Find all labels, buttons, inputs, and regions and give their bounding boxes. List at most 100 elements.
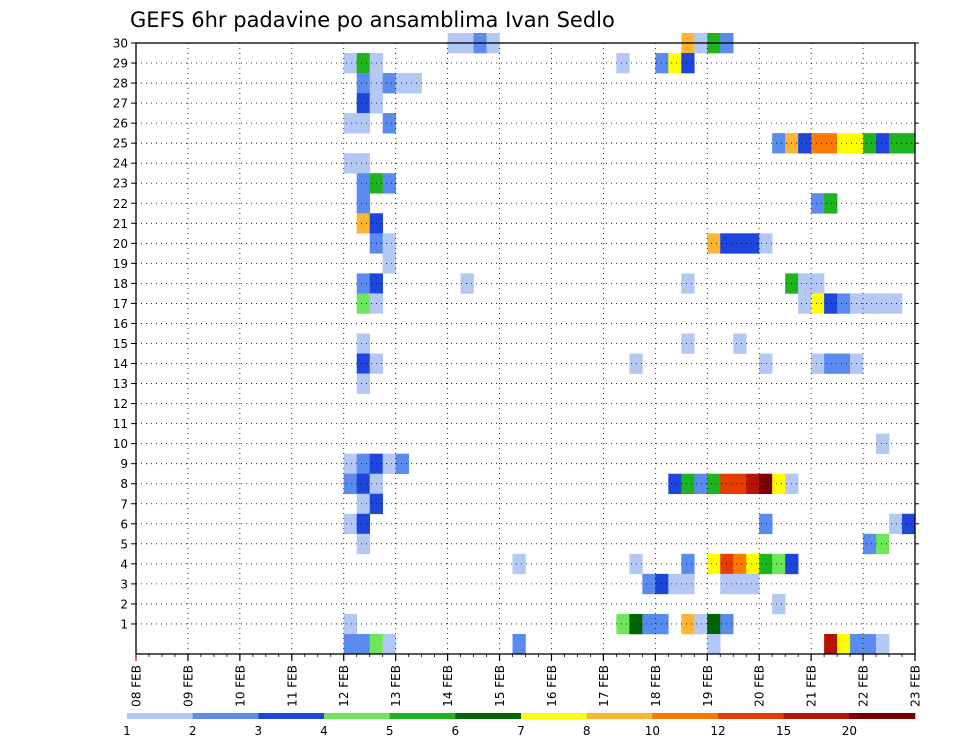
colorbar-swatch-4	[324, 713, 390, 719]
cell-m20-s19	[382, 233, 396, 254]
cell-m14-s54	[837, 353, 851, 374]
cell-m1-s39	[642, 613, 656, 635]
cell-m18-s51	[798, 273, 812, 294]
y-tick-label-16: 16	[113, 317, 128, 331]
x-tick-label-12: 20 FEB	[753, 665, 767, 707]
cell-m17-s57	[876, 293, 890, 314]
cell-m0-s16	[343, 633, 358, 655]
cell-m17-s53	[824, 293, 838, 314]
cell-m29-s42	[681, 53, 695, 74]
y-tick-label-19: 19	[113, 257, 128, 271]
x-tick-label-6: 14 FEB	[441, 665, 455, 707]
cell-m25-s56	[863, 133, 877, 154]
cell-m0-s56	[863, 633, 877, 655]
cell-m26-s16	[343, 113, 358, 134]
y-tick-label-24: 24	[113, 157, 128, 171]
y-tick-label-21: 21	[113, 217, 128, 231]
cell-m17-s56	[863, 293, 877, 314]
y-tick-label-28: 28	[113, 77, 128, 91]
cell-m20-s46	[733, 233, 747, 254]
colorbar-label-3: 3	[255, 724, 263, 738]
y-tick-label-26: 26	[113, 117, 128, 131]
y-tick-label-14: 14	[113, 357, 128, 371]
x-tick-label-10: 18 FEB	[649, 665, 663, 707]
y-tick-label-18: 18	[113, 277, 128, 291]
cell-m3-s47	[746, 573, 760, 595]
y-tick-label-22: 22	[113, 197, 128, 211]
cell-m17-s17	[356, 293, 370, 314]
cell-m6-s16	[343, 513, 358, 535]
colorbar-swatch-9	[652, 713, 719, 719]
cell-m6-s17	[356, 513, 370, 535]
cell-m18-s25	[460, 273, 474, 294]
cell-m24-s17	[356, 153, 370, 174]
cell-m29-s37	[616, 53, 630, 74]
cell-m8-s47	[746, 473, 760, 495]
cell-m25-s49	[772, 133, 786, 154]
x-tick-label-3: 11 FEB	[285, 665, 299, 707]
cell-m14-s53	[824, 353, 838, 374]
y-tick-label-13: 13	[113, 377, 128, 391]
cell-m4-s49	[772, 553, 786, 575]
x-tick-label-8: 16 FEB	[545, 665, 559, 707]
x-tick-label-14: 22 FEB	[857, 665, 871, 707]
y-tick-label-1: 1	[120, 617, 128, 631]
cell-m25-s51	[798, 133, 812, 154]
cell-m29-s41	[668, 53, 682, 74]
colorbar-label-6: 6	[452, 724, 460, 738]
cell-m17-s51	[798, 293, 812, 314]
cell-m1-s43	[694, 613, 708, 635]
colorbar-label-4: 4	[320, 724, 328, 738]
heatmap-cells	[343, 32, 916, 655]
cell-m4-s29	[512, 553, 526, 575]
cell-m8-s41	[668, 473, 682, 495]
cell-m1-s44	[707, 613, 721, 635]
x-tick-label-5: 13 FEB	[389, 665, 403, 707]
cell-m25-s58	[889, 133, 903, 154]
cell-m6-s59	[902, 513, 916, 535]
cell-m4-s42	[681, 553, 695, 575]
cell-m9-s19	[382, 453, 396, 475]
cell-m23-s17	[356, 173, 370, 194]
cell-m20-s44	[707, 233, 721, 254]
y-tick-label-2: 2	[120, 597, 128, 611]
cell-m3-s39	[642, 573, 656, 595]
cell-m13-s17	[356, 373, 370, 394]
y-tick-label-10: 10	[113, 437, 128, 451]
colorbar-label-15: 15	[776, 724, 791, 738]
cell-m8-s46	[733, 473, 747, 495]
x-tick-label-11: 19 FEB	[701, 665, 715, 707]
x-tick-label-13: 21 FEB	[805, 665, 819, 707]
colorbar-label-12: 12	[710, 724, 725, 738]
y-tick-label-4: 4	[120, 557, 128, 571]
cell-m26-s17	[356, 113, 370, 134]
x-tick-label-0: 08 FEB	[130, 665, 144, 707]
y-tick-label-7: 7	[120, 497, 128, 511]
x-tick-label-2: 10 FEB	[233, 665, 247, 707]
cell-m26-s19	[382, 113, 396, 134]
colorbar-label-5: 5	[386, 724, 394, 738]
cell-m25-s53	[824, 133, 838, 154]
x-tick-label-9: 17 FEB	[597, 665, 611, 707]
colorbar-swatch-8	[586, 713, 653, 719]
cell-m3-s41	[668, 573, 682, 595]
colorbar-swatch-2	[192, 713, 259, 719]
cell-m17-s58	[889, 293, 903, 314]
x-tick-label-1: 09 FEB	[181, 665, 195, 707]
cell-m0-s57	[876, 633, 890, 655]
cell-m10-s57	[876, 433, 890, 454]
y-tick-label-11: 11	[113, 417, 128, 431]
x-tick-label-7: 15 FEB	[493, 665, 507, 707]
cell-m22-s53	[824, 193, 838, 214]
cell-m0-s18	[369, 633, 383, 655]
colorbar-swatch-1	[127, 713, 193, 719]
cell-m3-s42	[681, 573, 695, 595]
cell-m3-s46	[733, 573, 747, 595]
y-tick-label-5: 5	[120, 537, 128, 551]
x-tick-label-4: 12 FEB	[337, 665, 351, 707]
y-tick-label-12: 12	[113, 397, 128, 411]
cell-m6-s48	[759, 513, 773, 535]
cell-m1-s42	[681, 613, 695, 635]
cell-m8-s43	[694, 473, 708, 495]
